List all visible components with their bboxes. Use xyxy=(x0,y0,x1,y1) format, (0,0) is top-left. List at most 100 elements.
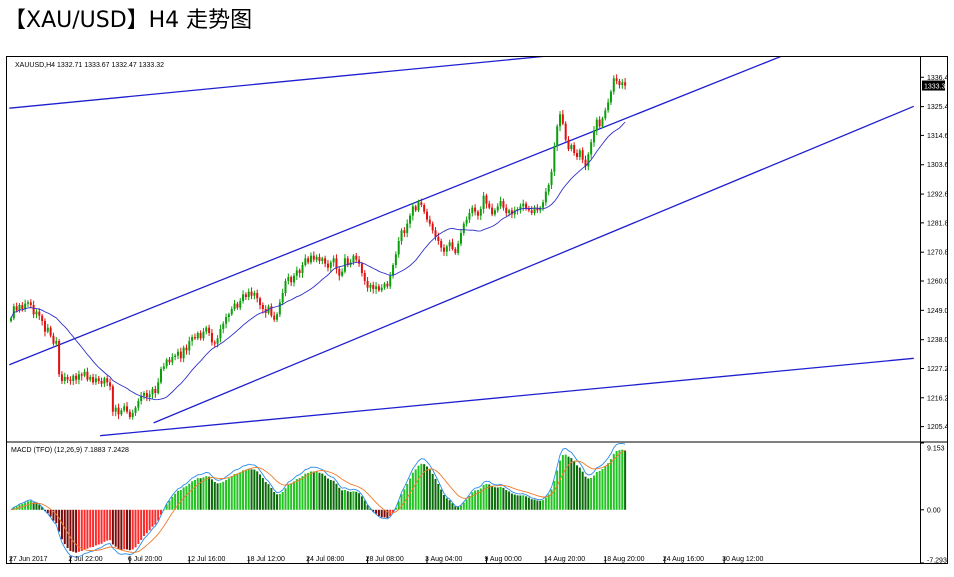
candle-body xyxy=(417,202,420,211)
macd-bar xyxy=(516,495,519,510)
candle-body xyxy=(196,333,199,339)
candle-body xyxy=(216,338,219,344)
candle-body xyxy=(80,374,83,376)
macd-bar xyxy=(250,469,253,510)
candle-body xyxy=(21,305,24,309)
macd-tick-label: 0.00 xyxy=(927,507,941,514)
candle-body xyxy=(10,318,12,321)
macd-bar xyxy=(615,451,618,510)
macd-bar xyxy=(544,497,547,510)
macd-bar xyxy=(587,478,590,510)
candle-body xyxy=(106,378,109,383)
macd-bar xyxy=(508,491,511,510)
candle-body xyxy=(256,293,259,299)
macd-bar xyxy=(462,502,465,510)
macd-bar xyxy=(329,480,332,510)
candle-body xyxy=(242,294,245,301)
candle-body xyxy=(83,371,86,376)
candle-body xyxy=(86,371,89,380)
macd-bar xyxy=(491,486,494,510)
macd-bar xyxy=(522,495,525,510)
macd-bar xyxy=(174,493,177,510)
macd-bar xyxy=(576,465,578,510)
candle-body xyxy=(41,315,44,321)
candle-body xyxy=(479,209,482,216)
candle-body xyxy=(120,410,123,415)
candle-body xyxy=(247,291,250,297)
macd-bar xyxy=(94,509,97,546)
macd-bar xyxy=(496,487,499,510)
macd-bar xyxy=(49,509,52,517)
macd-bar xyxy=(414,469,417,510)
candle-body xyxy=(281,293,284,303)
macd-bar xyxy=(609,459,612,510)
candle-body xyxy=(58,341,61,375)
candle-body xyxy=(145,393,148,397)
candle-body xyxy=(171,357,174,363)
macd-bar xyxy=(343,489,346,510)
price-tick-label: 1260.00 xyxy=(927,279,947,286)
candle-body xyxy=(97,378,100,381)
macd-bar xyxy=(38,504,41,510)
macd-bar xyxy=(196,478,199,510)
macd-bar xyxy=(80,509,83,551)
candle-body xyxy=(179,351,182,359)
candle-body xyxy=(584,159,587,167)
time-tick-label: 14 Aug 20:00 xyxy=(544,556,585,563)
candle-body xyxy=(143,393,146,396)
macd-bar xyxy=(372,509,375,512)
macd-bar xyxy=(335,483,338,510)
time-tick-label: 3 Aug 04:00 xyxy=(425,556,462,563)
macd-bar xyxy=(77,509,80,552)
macd-bar xyxy=(179,489,182,510)
macd-bar xyxy=(338,487,341,510)
time-tick-label: 9 Aug 00:00 xyxy=(484,556,521,563)
macd-bar xyxy=(188,483,191,510)
candle-body xyxy=(386,283,389,287)
macd-bar xyxy=(400,494,403,510)
macd-bar xyxy=(143,509,146,536)
time-tick-label: 27 Jun 2017 xyxy=(9,556,48,563)
candle-body xyxy=(609,91,612,103)
candle-body xyxy=(219,329,222,339)
macd-bar xyxy=(290,483,293,510)
macd-bar xyxy=(307,472,310,510)
macd-bar xyxy=(145,509,148,534)
macd-bar xyxy=(598,470,601,510)
candle-body xyxy=(482,195,485,209)
macd-bar xyxy=(304,473,307,510)
macd-bar xyxy=(547,494,550,510)
macd-bar xyxy=(120,509,123,550)
candle-body xyxy=(457,243,460,253)
macd-bar xyxy=(502,487,505,510)
candle-body xyxy=(174,355,177,357)
candle-body xyxy=(615,78,618,81)
price-tick-label: 1325.40 xyxy=(927,104,947,111)
macd-bar xyxy=(128,509,131,551)
macd-bar xyxy=(533,499,536,510)
candle-body xyxy=(533,207,536,213)
macd-bar xyxy=(448,500,451,510)
candle-body xyxy=(38,311,41,316)
macd-bar xyxy=(281,491,284,510)
price-tick-label: 1216.20 xyxy=(927,395,947,402)
candle-body xyxy=(273,315,276,320)
candle-body xyxy=(516,209,519,211)
candle-body xyxy=(448,242,451,247)
candle-body xyxy=(338,269,341,276)
candle-body xyxy=(140,395,143,401)
macd-bar xyxy=(131,509,134,550)
candle-body xyxy=(576,153,578,157)
macd-bar xyxy=(29,500,32,510)
macd-bar xyxy=(383,509,386,518)
macd-bar xyxy=(519,495,522,510)
macd-bar xyxy=(253,469,256,510)
candle-body xyxy=(335,258,338,269)
macd-bar xyxy=(284,488,287,510)
candle-body xyxy=(210,333,213,343)
macd-bar xyxy=(417,465,420,510)
candle-body xyxy=(128,411,131,417)
macd-bar xyxy=(485,484,488,510)
candle-body xyxy=(592,130,595,143)
time-tick-label: 12 Jul 16:00 xyxy=(187,556,225,563)
